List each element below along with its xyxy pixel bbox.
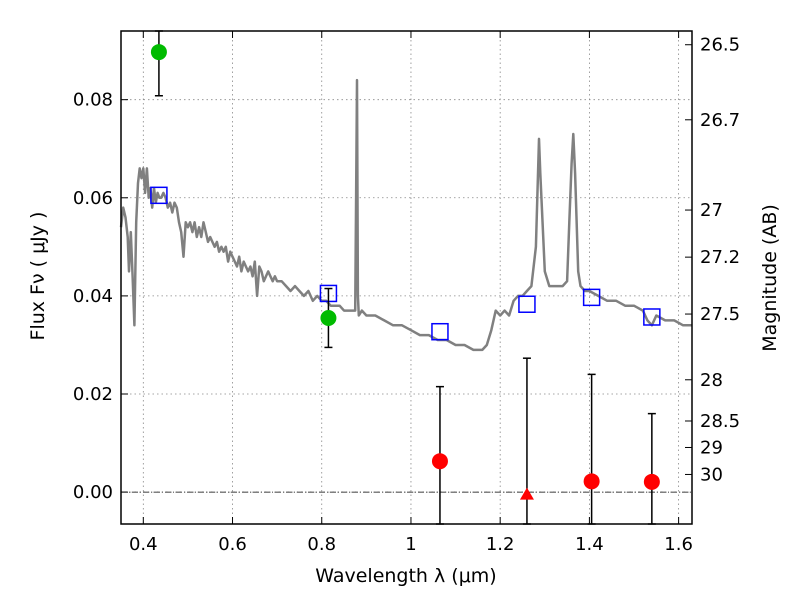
y-tick-label: 0.02 xyxy=(73,384,113,405)
y2-tick-label: 27 xyxy=(700,200,723,221)
sed-model-line xyxy=(119,78,692,352)
model-photometry-square xyxy=(643,308,661,326)
plot-frame xyxy=(120,30,693,525)
y2-tick-label: 26.5 xyxy=(700,35,740,56)
y-axis-label: Flux Fν ( μJy ) xyxy=(27,212,49,341)
x-axis-label: Wavelength λ (μm) xyxy=(315,565,496,587)
y-tick-label: 0.04 xyxy=(73,286,113,307)
y-tick-label: 0.06 xyxy=(73,188,113,209)
y2-tick-label: 26.7 xyxy=(700,110,740,131)
y2-tick-label: 27.5 xyxy=(700,304,740,325)
model-photometry-square xyxy=(431,322,449,341)
non-detection-marker xyxy=(643,473,660,490)
y2-tick-label: 29 xyxy=(700,437,723,458)
y2-tick-label: 28.5 xyxy=(700,411,740,432)
y2-tick-label: 27.2 xyxy=(700,247,740,268)
y-tick-label: 0.00 xyxy=(73,482,113,503)
detection-marker xyxy=(320,309,337,326)
axis-ticks: 0.4 0.6 0.8 1 1.2 1.4 1.6 0.00 0.02 0.04 0.06 0.08 2… xyxy=(73,31,740,555)
y2-tick-label: 28 xyxy=(700,370,723,391)
data-series xyxy=(119,30,692,525)
model-photometry-square xyxy=(150,186,168,205)
x-tick-label: 1.4 xyxy=(575,534,604,555)
x-tick-label: 0.4 xyxy=(129,534,158,555)
y2-tick-label: 30 xyxy=(700,464,723,485)
non-detection-marker xyxy=(431,453,448,470)
right-axis-label: Magnitude (AB) xyxy=(759,204,781,352)
x-tick-label: 0.6 xyxy=(218,534,247,555)
x-tick-label: 1.6 xyxy=(664,534,693,555)
y-tick-label: 0.08 xyxy=(73,90,113,111)
x-tick-label: 1 xyxy=(405,534,416,555)
model-photometry-square xyxy=(518,295,536,313)
x-tick-label: 0.8 xyxy=(307,534,336,555)
grid xyxy=(121,31,692,524)
negative-flux-marker xyxy=(519,487,534,500)
model-photometry-square xyxy=(582,288,601,307)
x-tick-label: 1.2 xyxy=(486,534,515,555)
non-detection-marker xyxy=(583,473,600,490)
detection-marker xyxy=(150,44,167,61)
